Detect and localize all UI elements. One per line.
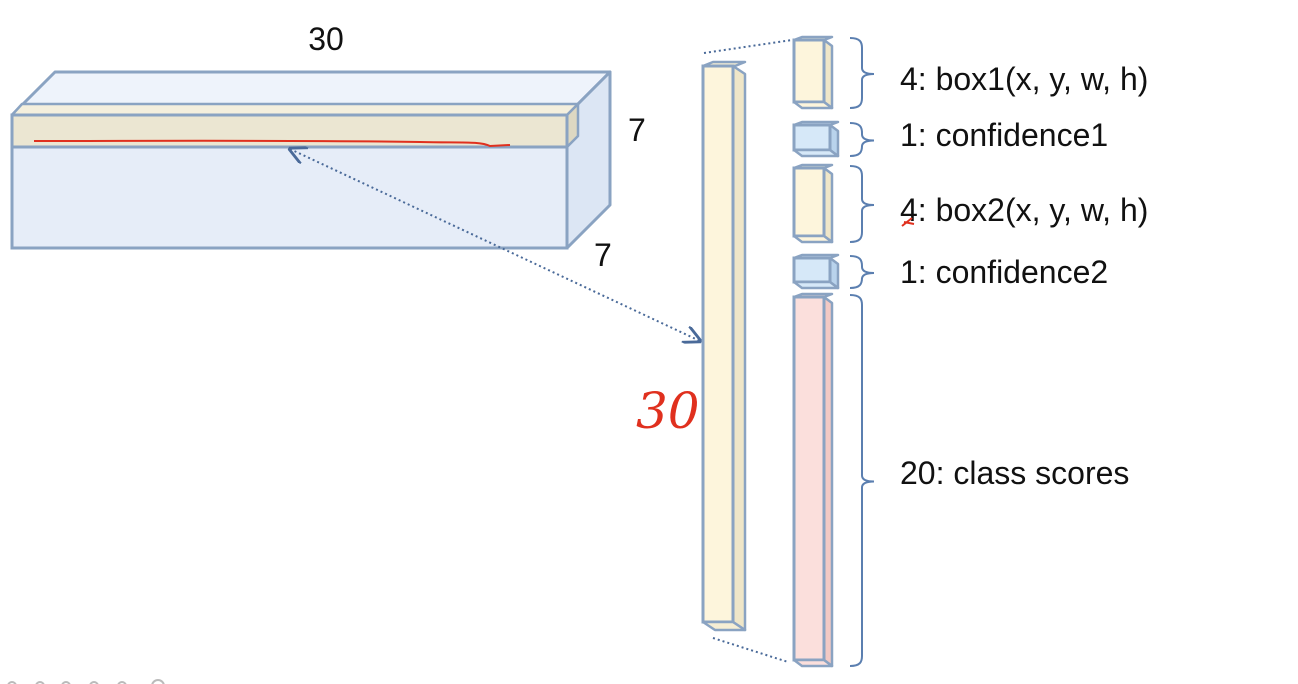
output-vector: [701, 60, 747, 632]
slice-to-vector-arrow: [290, 149, 700, 341]
segment-front-face: [792, 166, 826, 238]
vector-front-face: [701, 64, 735, 624]
segment-label: 20: class scores: [900, 455, 1129, 491]
segment-bottom-face: [792, 280, 840, 290]
segment-2: 1: confidence1: [792, 117, 1108, 158]
highlight-slice-front: [10, 113, 569, 149]
annotation-underline: [33, 139, 511, 148]
vector-side-face: [731, 64, 747, 632]
segment-3: 4: box2(x, y, w, h): [792, 163, 1148, 244]
segment-front-face: [792, 123, 832, 152]
segment-front-face: [792, 295, 826, 662]
tensor-width-label: 30: [308, 21, 344, 57]
pen-mark: [901, 217, 915, 227]
segment-front-face: [792, 256, 832, 284]
segment-bracket: [849, 294, 875, 667]
slide-nav-dots: [7, 679, 165, 684]
zoom-line-bottom: [712, 637, 789, 663]
segment-bottom-face: [792, 148, 840, 158]
zoom-line-top: [703, 39, 793, 54]
segment-label: 1: confidence2: [900, 254, 1108, 290]
tensor-depth-label: 7: [594, 237, 612, 273]
vector-length-annotation: 30: [636, 382, 700, 440]
segment-4: 1: confidence2: [792, 253, 1108, 290]
highlight-slice-top: [10, 102, 580, 117]
segment-bracket: [849, 37, 875, 109]
segment-label: 1: confidence1: [900, 117, 1108, 153]
segment-label: 4: box2(x, y, w, h): [900, 192, 1148, 228]
segment-bracket: [849, 122, 875, 157]
segment-5: 20: class scores: [792, 292, 1129, 668]
segment-1: 4: box1(x, y, w, h): [792, 35, 1148, 110]
segment-bracket: [849, 165, 875, 243]
segment-bottom-face: [792, 100, 834, 110]
segment-front-face: [792, 38, 826, 104]
segment-bottom-face: [792, 234, 834, 244]
segment-stack: 4: box1(x, y, w, h) 1: confidence1 4: box2…: [792, 35, 1148, 668]
tensor-height-label: 7: [628, 112, 646, 148]
segment-label: 4: box1(x, y, w, h): [900, 61, 1148, 97]
vector-bottom-face: [701, 620, 747, 632]
tensor-block: 30 7 7: [10, 21, 646, 273]
segment-bracket: [849, 255, 875, 289]
segment-bottom-face: [792, 658, 834, 668]
